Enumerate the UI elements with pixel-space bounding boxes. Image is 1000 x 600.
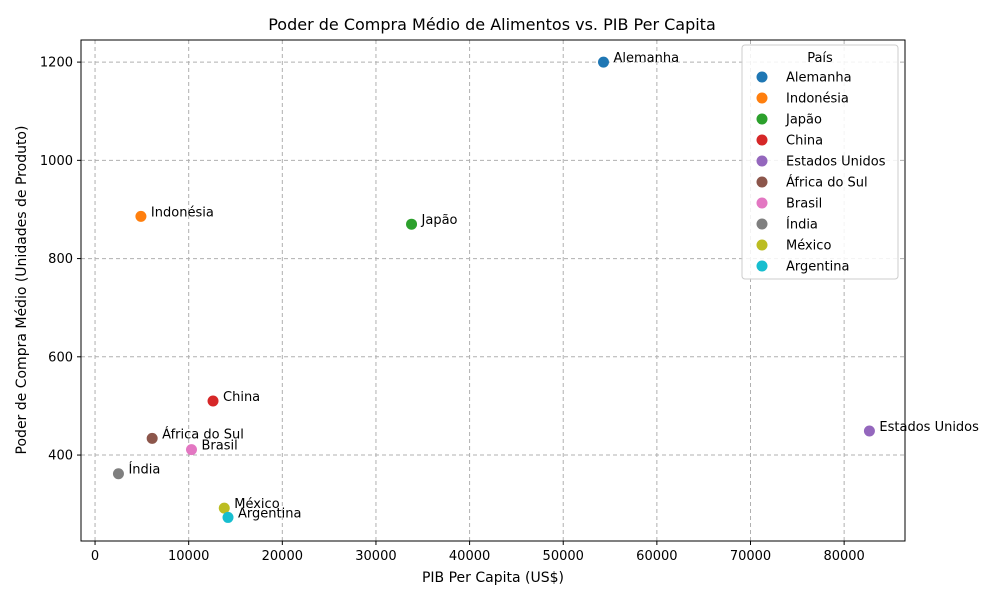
legend-box — [741, 44, 899, 280]
data-point-label: China — [223, 390, 260, 405]
data-point — [112, 468, 124, 480]
legend-entry: China — [786, 134, 823, 149]
legend-entry: Argentina — [786, 260, 849, 275]
data-point-label: Estados Unidos — [879, 420, 979, 435]
data-point — [597, 56, 609, 68]
data-point — [135, 210, 147, 222]
x-tick-label: 50000 — [543, 549, 584, 564]
legend-entry: Alemanha — [786, 71, 852, 86]
legend-marker — [756, 113, 768, 125]
x-tick-label: 20000 — [262, 549, 303, 564]
y-tick-label: 600 — [48, 350, 73, 365]
legend-entry: Japão — [785, 113, 822, 128]
data-point — [406, 218, 418, 230]
x-tick-label: 0 — [91, 549, 99, 564]
data-point — [146, 432, 158, 444]
legend-entry: Brasil — [786, 197, 822, 212]
y-tick-label: 400 — [48, 449, 73, 464]
legend-entry: África do Sul — [786, 175, 868, 191]
data-points: Alemanha Indonésia Japão China Estados Unido… — [112, 51, 979, 523]
data-point-label: Brasil — [201, 439, 237, 454]
x-tick-label: 30000 — [355, 549, 396, 564]
legend-marker — [756, 176, 768, 188]
legend-marker — [756, 197, 768, 209]
x-tick-label: 40000 — [449, 549, 490, 564]
x-tick-label: 60000 — [636, 549, 677, 564]
data-point — [863, 425, 875, 437]
legend: País Alemanha Indonésia Japão China Estados … — [741, 44, 899, 280]
data-point-label: México — [234, 497, 279, 512]
data-point-label: Alemanha — [613, 51, 679, 66]
plot-area — [80, 39, 906, 542]
data-point-label: Argentina — [238, 506, 301, 521]
data-point-label: Indonésia — [151, 205, 214, 220]
data-point — [222, 511, 234, 523]
x-tick-label: 80000 — [823, 549, 864, 564]
data-point — [218, 502, 230, 514]
y-axis-label: Poder de Compra Médio (Unidades de Produ… — [14, 126, 30, 455]
legend-marker — [756, 71, 768, 83]
legend-marker — [756, 260, 768, 272]
legend-marker — [756, 155, 768, 167]
y-axis-ticks: 400 600 800 1000 1200 — [40, 56, 81, 464]
y-tick-label: 1200 — [40, 56, 73, 71]
y-tick-label: 800 — [48, 252, 73, 267]
legend-marker — [756, 134, 768, 146]
data-point-label: África do Sul — [162, 426, 244, 442]
legend-entry: Indonésia — [786, 92, 849, 107]
x-tick-label: 70000 — [730, 549, 771, 564]
data-point — [185, 444, 197, 456]
y-tick-label: 1000 — [40, 154, 73, 169]
legend-marker — [756, 239, 768, 251]
legend-marker — [756, 218, 768, 230]
legend-entry: Índia — [786, 217, 818, 233]
x-axis-label: PIB Per Capita (US$) — [422, 570, 564, 586]
legend-marker — [756, 92, 768, 104]
x-tick-label: 10000 — [168, 549, 209, 564]
legend-entry: México — [786, 239, 831, 254]
data-point-label: Japão — [421, 213, 458, 228]
x-axis-ticks: 0 10000 20000 30000 40000 50000 60000 70000 8000… — [91, 541, 865, 564]
legend-entry: Estados Unidos — [786, 155, 886, 170]
data-point — [207, 395, 219, 407]
legend-title: País — [807, 51, 833, 66]
chart-title: Poder de Compra Médio de Alimentos vs. P… — [268, 15, 716, 34]
data-point-label: Índia — [128, 462, 160, 478]
